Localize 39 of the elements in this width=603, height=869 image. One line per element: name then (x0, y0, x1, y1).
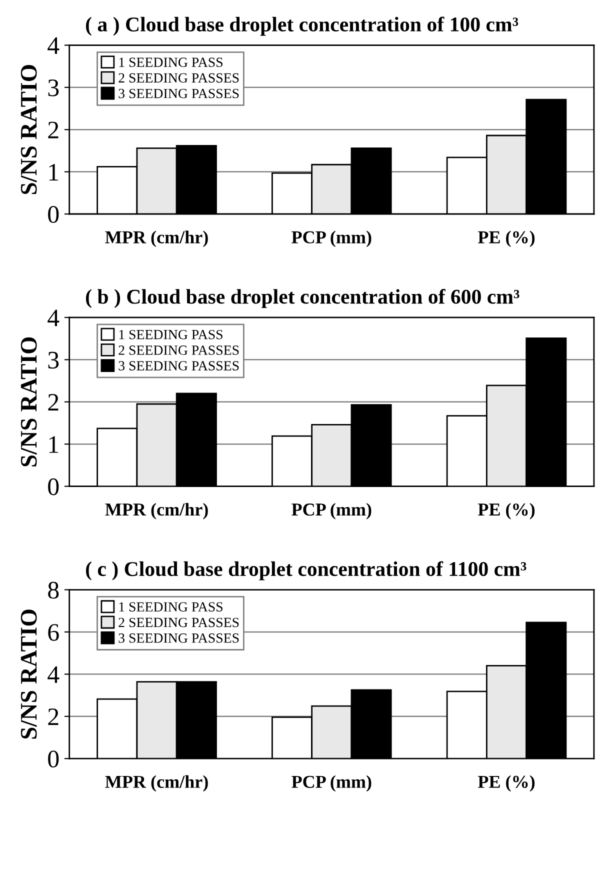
x-tick-label: MPR (cm/hr) (105, 230, 208, 248)
x-tick-label: MPR (cm/hr) (105, 775, 208, 792)
chart-title: ( a ) Cloud base droplet concentration of 100 cm³ (86, 16, 518, 36)
x-tick-label: PE (%) (478, 775, 535, 792)
legend-label: 3 SEEDING PASSES (118, 361, 239, 370)
x-tick-label: PCP (mm) (292, 230, 372, 248)
y-tick-label: 0 (48, 478, 59, 496)
y-tick-label: 3 (48, 80, 59, 96)
x-tick-label: PE (%) (478, 230, 535, 248)
y-axis-title: S/NS RATIO (20, 65, 37, 194)
y-tick-label: 3 (48, 352, 59, 369)
x-tick-label: PCP (mm) (292, 502, 372, 520)
y-tick-label: 0 (48, 206, 59, 223)
x-tick-label: PCP (mm) (292, 775, 372, 792)
y-tick-label: 8 (48, 582, 59, 599)
y-tick-label: 4 (48, 666, 60, 683)
y-tick-label: 2 (48, 122, 58, 138)
legend-label: 2 SEEDING PASSES (118, 73, 239, 83)
y-tick-label: 0 (48, 750, 59, 768)
legend-label: 1 SEEDING PASS (119, 330, 222, 340)
x-tick-label: PE (%) (478, 502, 535, 520)
y-axis-title: S/NS RATIO (20, 610, 37, 739)
chart-title: ( b ) Cloud base droplet concentration of 600 cm³ (86, 288, 520, 308)
y-tick-label: 2 (48, 708, 58, 726)
legend-label: 3 SEEDING PASSES (118, 633, 239, 643)
y-tick-label: 6 (48, 624, 59, 641)
x-tick-label: MPR (cm/hr) (105, 502, 208, 520)
y-tick-label: 4 (48, 310, 60, 326)
y-tick-label: 1 (49, 436, 58, 453)
legend-label: 3 SEEDING PASSES (118, 88, 239, 98)
legend-label: 2 SEEDING PASSES (118, 346, 239, 355)
legend-label: 1 SEEDING PASS (119, 58, 222, 67)
chart-title: ( c ) Cloud base droplet concentration of 1100 cm³ (86, 561, 526, 580)
y-axis-title: S/NS RATIO (20, 337, 37, 466)
y-tick-label: 4 (48, 37, 60, 54)
y-tick-label: 1 (49, 164, 58, 180)
y-tick-label: 2 (48, 394, 58, 411)
legend-label: 1 SEEDING PASS (119, 602, 222, 612)
legend-label: 2 SEEDING PASSES (118, 618, 239, 628)
